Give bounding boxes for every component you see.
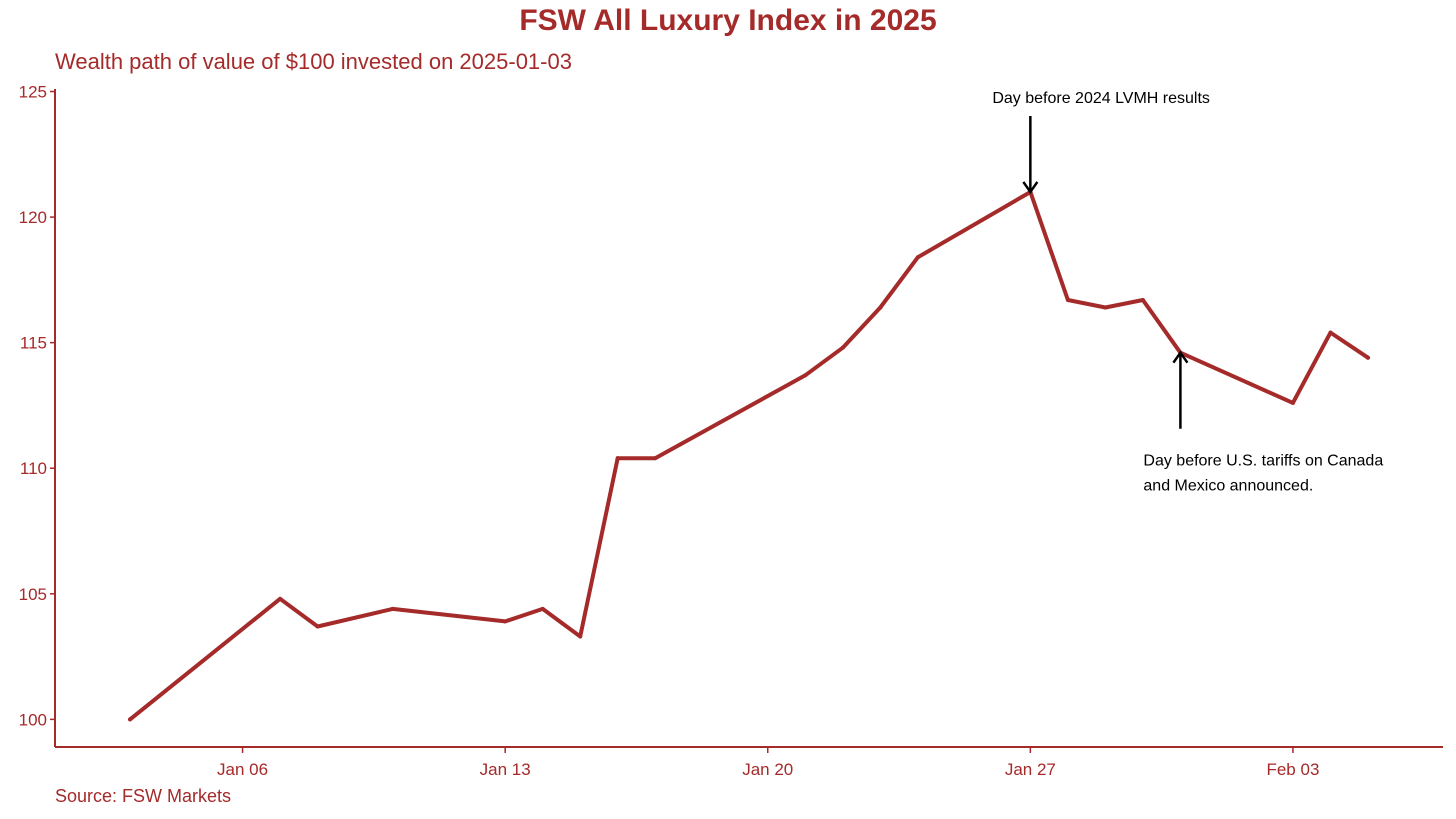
data-point: [615, 456, 620, 461]
data-point: [1365, 355, 1370, 360]
y-tick-label: 115: [20, 334, 47, 353]
x-tick-label: Feb 03: [1266, 760, 1319, 779]
data-point: [1103, 305, 1108, 310]
annotation-label: and Mexico announced.: [1143, 478, 1313, 495]
data-point: [1140, 297, 1145, 302]
chart-subtitle: Wealth path of value of $100 invested on…: [55, 49, 572, 74]
x-tick-label: Jan 20: [742, 760, 793, 779]
data-point: [803, 373, 808, 378]
data-point: [1328, 330, 1333, 335]
y-tick-label: 120: [19, 208, 47, 227]
data-point: [128, 717, 133, 722]
y-tick-label: 110: [20, 459, 47, 478]
arrowhead: [1172, 350, 1189, 364]
series-layer: [128, 189, 1370, 722]
data-point: [278, 596, 283, 601]
source-caption: Source: FSW Markets: [55, 786, 232, 806]
annotation-label: Day before U.S. tariffs on Canada: [1143, 453, 1383, 470]
annotations-layer: Day before 2024 LVMH results Day before U…: [992, 90, 1383, 495]
x-tick-label: Jan 27: [1005, 760, 1056, 779]
data-point: [578, 634, 583, 639]
data-point: [503, 619, 508, 624]
arrowhead: [1022, 181, 1039, 195]
data-point: [1065, 297, 1070, 302]
data-point: [653, 456, 658, 461]
x-tick-label: Jan 13: [480, 760, 531, 779]
axes: 100 105 110 115 120 125 Jan 06 Jan 13 Jan 20 Jan …: [19, 83, 1443, 779]
data-point: [1290, 400, 1295, 405]
data-point: [915, 255, 920, 260]
x-tick-label: Jan 06: [217, 760, 268, 779]
annotation-label: Day before 2024 LVMH results: [992, 90, 1210, 107]
data-point: [390, 606, 395, 611]
data-point: [540, 606, 545, 611]
chart-title: FSW All Luxury Index in 2025: [519, 4, 937, 37]
y-tick-label: 100: [19, 710, 47, 729]
data-point: [878, 305, 883, 310]
data-point: [840, 345, 845, 350]
y-tick-label: 105: [19, 585, 47, 604]
y-tick-label: 125: [19, 83, 47, 102]
data-point: [315, 624, 320, 629]
